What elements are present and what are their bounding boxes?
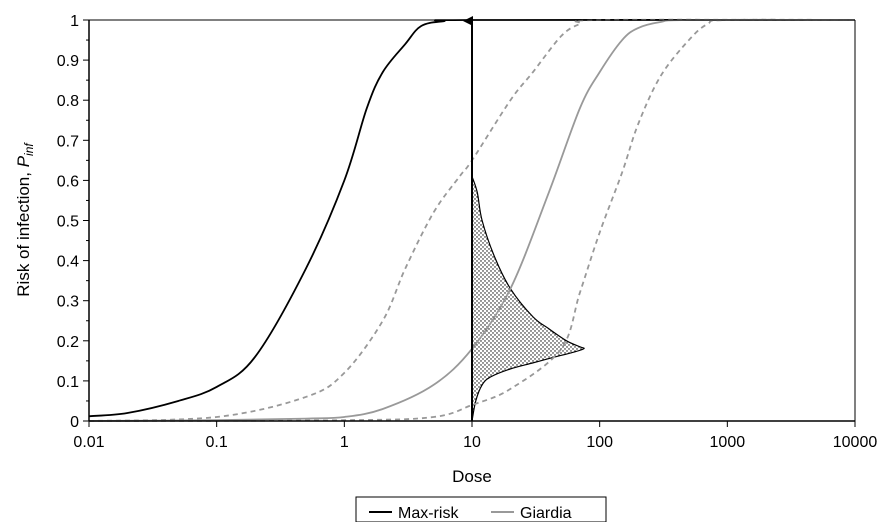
- x-axis-label: Dose: [452, 467, 492, 486]
- y-tick-label: 0: [70, 414, 79, 431]
- y-tick-label: 0.8: [57, 93, 79, 110]
- y-tick-label: 1: [70, 13, 79, 30]
- y-axis-label-subscript: inf: [22, 142, 36, 156]
- y-tick-label: 0.5: [57, 214, 79, 231]
- y-tick-label: 0.9: [57, 53, 79, 70]
- x-tick-label: 100: [586, 434, 613, 451]
- x-tick-label: 1: [340, 434, 349, 451]
- series-line-bound-2: [88, 18, 856, 422]
- y-axis-label-symbol: P: [14, 155, 33, 167]
- y-tick-label: 0.7: [57, 133, 79, 150]
- y-tick-label: 0.4: [57, 254, 79, 271]
- legend-label-max-risk: Max-risk: [398, 505, 459, 522]
- axes: 0 0.1 0.2 0.3 0.4 0.5 0.6 0.7 0.8 0.9 1 0.01 0.1 1 10 1…: [57, 13, 878, 451]
- dose-distribution-area: [471, 176, 585, 422]
- y-tick-label: 0.3: [57, 294, 79, 311]
- legend-frame: [355, 496, 607, 522]
- y-tick-label: 0.2: [57, 334, 79, 351]
- y-axis-label: Risk of infection, Pinf: [14, 142, 36, 297]
- x-tick-label: 10: [463, 434, 481, 451]
- x-tick-label: 0.1: [206, 434, 228, 451]
- series-line-giardia: [88, 18, 856, 422]
- y-tick-label: 0.6: [57, 173, 79, 190]
- y-tick-label: 0.1: [57, 374, 79, 391]
- y-axis-label-text: Risk of infection,: [14, 167, 33, 296]
- x-tick-label: 0.01: [73, 434, 104, 451]
- x-tick-label: 10000: [833, 434, 878, 451]
- plot-marks: [88, 16, 856, 422]
- legend-label-giardia: Giardia: [520, 505, 572, 522]
- legend: Max-risk Giardia: [355, 496, 607, 522]
- x-tick-label: 1000: [710, 434, 746, 451]
- series-line-bound-3: [88, 18, 856, 422]
